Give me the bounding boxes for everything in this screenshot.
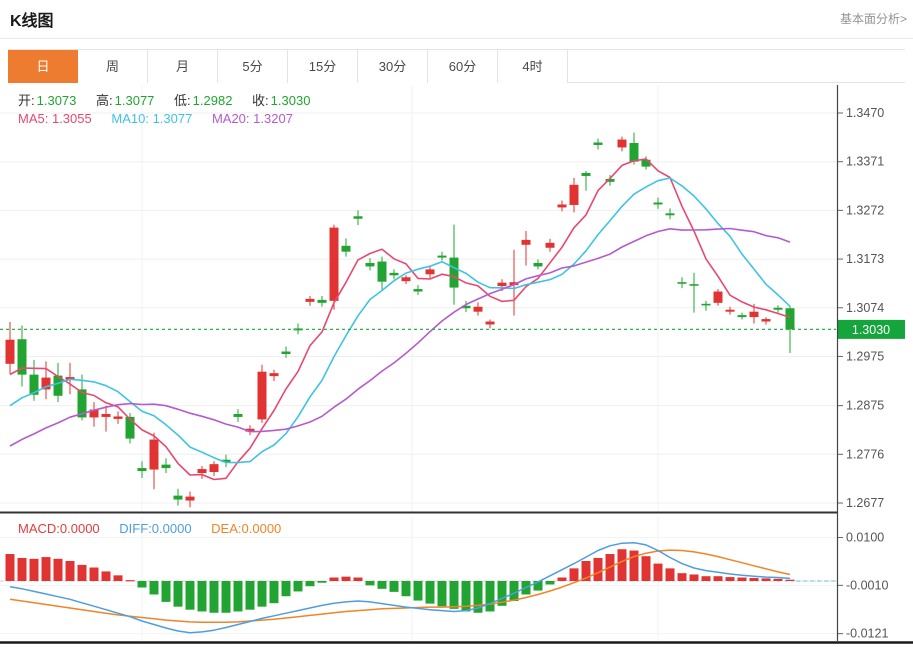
header-divider <box>0 38 913 39</box>
close-label: 收: <box>252 93 269 108</box>
svg-text:1.2975: 1.2975 <box>846 349 884 363</box>
macd-info: MACD:0.0000 DIFF:0.0000 DEA:0.0000 <box>18 521 297 536</box>
svg-text:1.3371: 1.3371 <box>846 155 884 169</box>
dea-value: 0.0000 <box>241 521 282 536</box>
low-label: 低: <box>174 93 191 108</box>
macd-value: 0.0000 <box>59 521 100 536</box>
svg-text:1.2677: 1.2677 <box>846 496 884 510</box>
tab-day[interactable]: 日 <box>8 50 78 83</box>
ma10-value: 1.3077 <box>152 111 193 126</box>
ma10-label: MA10: <box>111 111 149 126</box>
close-value: 1.3030 <box>270 93 311 108</box>
svg-text:1.2776: 1.2776 <box>846 447 884 461</box>
svg-text:-0.0121: -0.0121 <box>846 627 888 641</box>
open-value: 1.3073 <box>36 93 77 108</box>
ma5-label: MA5: <box>18 111 49 126</box>
tab-5min[interactable]: 5分 <box>218 50 288 83</box>
ma20-value: 1.3207 <box>253 111 293 126</box>
svg-text:1.3272: 1.3272 <box>846 203 884 217</box>
svg-text:-0.0010: -0.0010 <box>846 578 888 592</box>
diff-label: DIFF: <box>119 521 152 536</box>
ohlc-info: 开: 1.3073 高: 1.3077 低: 1.2982 收: 1.3030 <box>18 90 326 109</box>
open-label: 开: <box>18 93 35 108</box>
page-title: K线图 <box>10 13 54 30</box>
diff-value: 0.0000 <box>151 521 192 536</box>
svg-text:0.0100: 0.0100 <box>846 531 884 545</box>
tab-week[interactable]: 周 <box>78 50 148 83</box>
tab-15min[interactable]: 15分 <box>288 50 358 83</box>
svg-text:1.3074: 1.3074 <box>846 301 884 315</box>
svg-text:1.3470: 1.3470 <box>846 106 884 120</box>
dea-label: DEA: <box>211 521 242 536</box>
tab-month[interactable]: 月 <box>148 50 218 83</box>
low-value: 1.2982 <box>192 93 233 108</box>
tab-60min[interactable]: 60分 <box>428 50 498 83</box>
tab-4hour[interactable]: 4时 <box>498 50 568 83</box>
macd-label: MACD: <box>18 521 60 536</box>
ma20-label: MA20: <box>211 111 250 126</box>
high-label: 高: <box>96 93 113 108</box>
svg-text:1.3173: 1.3173 <box>846 252 884 266</box>
ma5-value: 1.3055 <box>51 111 92 126</box>
fundamental-analysis-link[interactable]: 基本面分析> <box>839 12 907 26</box>
high-value: 1.3077 <box>114 93 155 108</box>
svg-text:1.2875: 1.2875 <box>846 399 884 413</box>
tab-30min[interactable]: 30分 <box>358 50 428 83</box>
ma-info: MA5: 1.3055 MA10: 1.3077 MA20: 1.3207 <box>18 111 309 126</box>
interval-tabbar: 日周月 5分 15分 30分 60分 4时 <box>8 49 905 83</box>
svg-text:1.3030: 1.3030 <box>852 323 890 337</box>
